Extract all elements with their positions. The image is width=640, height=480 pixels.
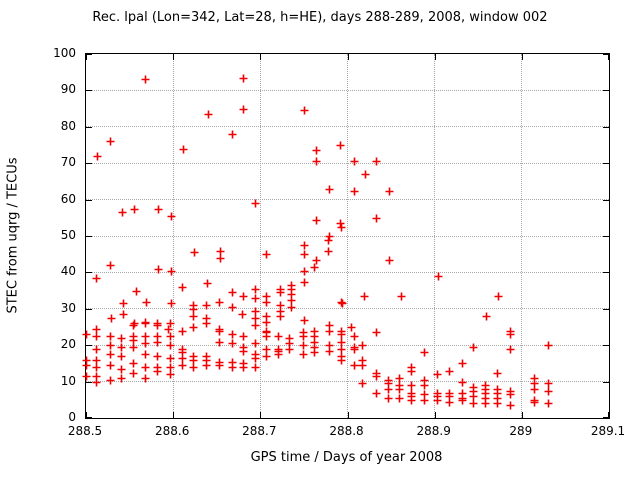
ytick-left: [86, 126, 92, 128]
xtick-top: [173, 54, 175, 60]
ytick-left: [86, 417, 92, 418]
y-tick-label-60: 60: [60, 191, 76, 206]
ytick-left: [86, 236, 92, 237]
xtick-top: [608, 54, 609, 60]
gridline-x-289: [521, 54, 523, 418]
y-tick-label-90: 90: [60, 82, 76, 97]
xtick-bottom: [260, 412, 262, 418]
xtick-bottom: [347, 412, 349, 418]
x-tick-label-289: 289: [509, 424, 533, 438]
y-tick-label-20: 20: [60, 337, 76, 352]
ytick-right: [603, 417, 609, 418]
y-tick-label-0: 0: [68, 410, 76, 424]
x-tick-label-288.8: 288.8: [329, 424, 364, 438]
ytick-right: [603, 90, 609, 92]
ytick-right: [603, 308, 609, 310]
gridline-x-288.7: [259, 54, 261, 418]
ytick-left: [86, 308, 92, 310]
xtick-top: [86, 54, 87, 60]
xtick-top: [260, 54, 262, 60]
ytick-left: [86, 381, 92, 383]
gridline-x-288.6: [172, 54, 174, 418]
ytick-right: [603, 199, 609, 201]
ytick-right: [603, 381, 609, 383]
scatter-markers: [82, 74, 553, 410]
ytick-left: [86, 199, 92, 201]
xtick-top: [434, 54, 436, 60]
xtick-bottom: [608, 412, 609, 418]
ytick-right: [603, 272, 609, 274]
x-tick-label-288.7: 288.7: [242, 424, 277, 438]
ytick-left: [86, 345, 92, 347]
ytick-left: [86, 163, 92, 165]
x-tick-label-289.1: 289.1: [590, 424, 626, 438]
ytick-left: [86, 272, 92, 274]
ytick-right: [603, 163, 609, 165]
chart-title: Rec. lpal (Lon=342, Lat=28, h=HE), days …: [92, 10, 548, 25]
ytick-right: [603, 126, 609, 128]
xtick-bottom: [173, 412, 175, 418]
plot-area: [82, 53, 610, 419]
xtick-bottom: [521, 412, 523, 418]
y-tick-label-70: 70: [60, 155, 76, 170]
x-tick-label-288.6: 288.6: [154, 424, 190, 438]
y-tick-label-80: 80: [60, 118, 76, 133]
xtick-top: [347, 54, 349, 60]
xtick-bottom: [434, 412, 436, 418]
x-axis-label: GPS time / Days of year 2008: [250, 450, 443, 465]
xtick-bottom: [86, 412, 87, 418]
ytick-right: [603, 345, 609, 347]
ytick-left: [86, 90, 92, 92]
ytick-left: [86, 54, 92, 55]
scatter-points: [82, 74, 553, 410]
y-tick-label-50: 50: [60, 228, 76, 242]
gridline-x-288.9: [434, 54, 436, 418]
y-tick-label-100: 100: [53, 46, 76, 60]
x-tick-label-288.9: 288.9: [416, 424, 451, 438]
xtick-top: [521, 54, 523, 60]
y-tick-label-40: 40: [60, 264, 76, 279]
ytick-right: [603, 236, 609, 237]
gridline-x-288.8: [347, 54, 348, 418]
y-tick-label-30: 30: [60, 300, 76, 315]
x-tick-label-288.5: 288.5: [67, 424, 103, 438]
ytick-right: [603, 54, 609, 55]
y-tick-label-10: 10: [60, 373, 76, 388]
